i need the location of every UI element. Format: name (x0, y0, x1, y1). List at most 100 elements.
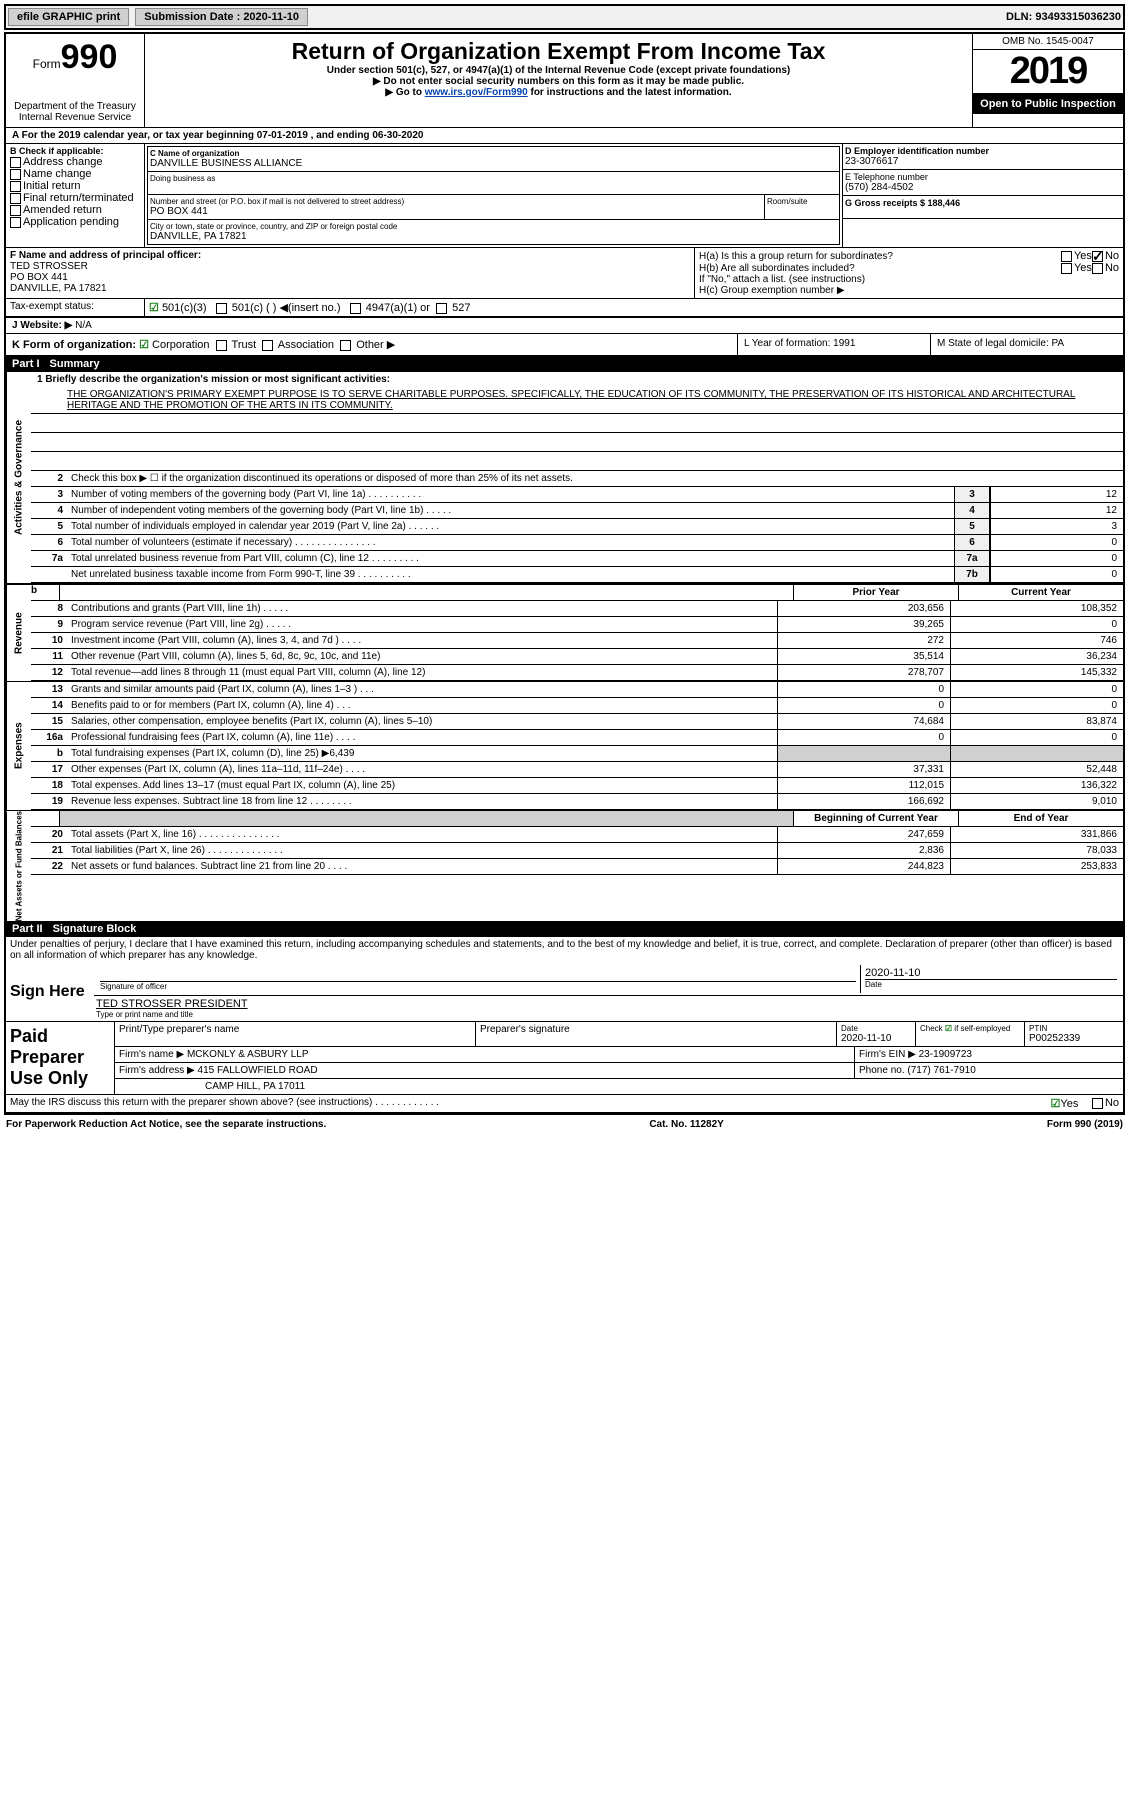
line-number: 17 (31, 762, 67, 777)
line-desc: Total number of individuals employed in … (67, 519, 954, 534)
form-header: Form990 Department of the Treasury Inter… (6, 34, 1123, 128)
prep-self-employed[interactable]: Check ☑ if self-employed (916, 1022, 1025, 1046)
line-number: 4 (31, 503, 67, 518)
k-other[interactable]: Other ▶ (356, 339, 395, 351)
current-value: 746 (950, 633, 1123, 648)
data-line: 12Total revenue—add lines 8 through 11 (… (31, 665, 1123, 681)
prior-value: 278,707 (777, 665, 950, 680)
line-desc: Program service revenue (Part VIII, line… (67, 617, 777, 632)
current-value: 83,874 (950, 714, 1123, 729)
gov-line: 5Total number of individuals employed in… (31, 519, 1123, 535)
check-initial-return[interactable]: Initial return (10, 180, 140, 192)
line-number: 11 (31, 649, 67, 664)
line-number: 3 (31, 487, 67, 502)
ha-no[interactable]: No (1092, 250, 1119, 262)
prior-value: 0 (777, 730, 950, 745)
prior-value: 0 (777, 682, 950, 697)
gov-line: 7aTotal unrelated business revenue from … (31, 551, 1123, 567)
prep-date-label: Date (841, 1024, 911, 1033)
prep-date-value: 2020-11-10 (841, 1033, 911, 1044)
prior-value: 39,265 (777, 617, 950, 632)
ha-yes[interactable]: Yes (1061, 250, 1092, 262)
part2-title: Signature Block (53, 923, 137, 935)
firm-addr-label: Firm's address ▶ (119, 1065, 195, 1076)
mission-blank-3 (31, 452, 1123, 470)
current-value: 145,332 (950, 665, 1123, 680)
k-trust[interactable]: Trust (232, 339, 257, 351)
data-line: 22Net assets or fund balances. Subtract … (31, 859, 1123, 875)
line-number: 9 (31, 617, 67, 632)
hb-note: If "No," attach a list. (see instruction… (699, 274, 1119, 285)
efile-topbar: efile GRAPHIC print Submission Date : 20… (4, 4, 1125, 30)
org-name: DANVILLE BUSINESS ALLIANCE (150, 158, 837, 169)
org-address: PO BOX 441 (150, 206, 762, 217)
hc-label: H(c) Group exemption number ▶ (699, 285, 1119, 296)
department-label: Department of the Treasury Internal Reve… (10, 101, 140, 123)
k-corporation[interactable]: Corporation (152, 339, 209, 351)
check-name-change[interactable]: Name change (10, 168, 140, 180)
hb-label: H(b) Are all subordinates included? (699, 263, 1061, 274)
sig-name-label: Type or print name and title (96, 1010, 1121, 1019)
discuss-no[interactable]: No (1088, 1095, 1123, 1112)
gov-line: 4Number of independent voting members of… (31, 503, 1123, 519)
firm-phone-label: Phone no. (859, 1065, 905, 1076)
dln-label: DLN: 93493315036230 (1006, 11, 1121, 23)
line-desc: Revenue less expenses. Subtract line 18 … (67, 794, 777, 809)
efile-graphic-label[interactable]: efile GRAPHIC print (8, 8, 129, 26)
prior-year-header: Prior Year (793, 585, 958, 600)
section-revenue-label: Revenue (6, 585, 31, 681)
line-desc: Net assets or fund balances. Subtract li… (67, 859, 777, 874)
sig-date-label: Date (865, 980, 1117, 989)
ptin-label: PTIN (1029, 1024, 1119, 1033)
org-city: DANVILLE, PA 17821 (150, 231, 837, 242)
omb-number: OMB No. 1545-0047 (973, 34, 1123, 50)
firm-phone-value: (717) 761-7910 (907, 1065, 975, 1076)
phone-label: E Telephone number (845, 172, 1121, 182)
data-line: 14Benefits paid to or for members (Part … (31, 698, 1123, 714)
4947-option[interactable]: 4947(a)(1) or (366, 302, 430, 314)
prior-value: 37,331 (777, 762, 950, 777)
line-number: 12 (31, 665, 67, 680)
section-netassets-label: Net Assets or Fund Balances (6, 811, 31, 921)
k-association[interactable]: Association (278, 339, 334, 351)
line-desc: Total fundraising expenses (Part IX, col… (67, 746, 777, 761)
line-number: 19 (31, 794, 67, 809)
current-value: 0 (950, 698, 1123, 713)
sign-here-label: Sign Here (6, 963, 94, 1021)
line-number: 15 (31, 714, 67, 729)
line-value: 0 (990, 535, 1123, 550)
line-number: 22 (31, 859, 67, 874)
box-c: C Name of organization DANVILLE BUSINESS… (145, 144, 843, 247)
form-title: Return of Organization Exempt From Incom… (149, 38, 968, 65)
line-number: 6 (31, 535, 67, 550)
line-number: 8 (31, 601, 67, 616)
check-final-return[interactable]: Final return/terminated (10, 192, 140, 204)
check-amended-return[interactable]: Amended return (10, 204, 140, 216)
prior-value: 74,684 (777, 714, 950, 729)
501c3-option[interactable]: 501(c)(3) (162, 302, 207, 314)
discuss-yes[interactable]: ☑Yes (1047, 1095, 1083, 1112)
sig-name-value: TED STROSSER PRESIDENT (96, 998, 1121, 1010)
mission-text: THE ORGANIZATION'S PRIMARY EXEMPT PURPOS… (31, 387, 1123, 414)
line-desc: Total expenses. Add lines 13–17 (must eq… (67, 778, 777, 793)
527-option[interactable]: 527 (452, 302, 470, 314)
data-line: 11Other revenue (Part VIII, column (A), … (31, 649, 1123, 665)
check-application-pending[interactable]: Application pending (10, 216, 140, 228)
501c-option[interactable]: 501(c) ( ) ◀(insert no.) (232, 302, 341, 314)
line-box: 6 (954, 535, 990, 550)
officer-name: TED STROSSER (10, 261, 690, 272)
line-number: 13 (31, 682, 67, 697)
line-value: 3 (990, 519, 1123, 534)
line-number: 18 (31, 778, 67, 793)
data-line: bTotal fundraising expenses (Part IX, co… (31, 746, 1123, 762)
hb-yes[interactable]: Yes (1061, 262, 1092, 274)
page-footer: For Paperwork Reduction Act Notice, see … (4, 1115, 1125, 1134)
irs-link[interactable]: www.irs.gov/Form990 (425, 87, 528, 98)
hb-no[interactable]: No (1092, 262, 1119, 274)
prior-value: 166,692 (777, 794, 950, 809)
part1-title: Summary (50, 358, 100, 370)
line-desc: Total revenue—add lines 8 through 11 (mu… (67, 665, 777, 680)
check-address-change[interactable]: Address change (10, 156, 140, 168)
paid-preparer-label: Paid Preparer Use Only (6, 1022, 115, 1094)
prior-value: 272 (777, 633, 950, 648)
